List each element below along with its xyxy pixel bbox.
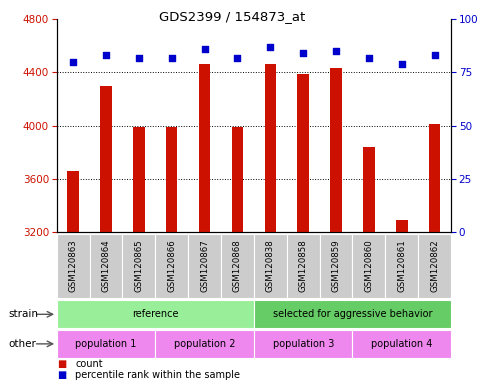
Bar [297, 74, 309, 384]
Bar [221, 234, 254, 298]
Bar [188, 234, 221, 298]
Point [398, 61, 406, 67]
Bar [57, 330, 155, 358]
Point [168, 55, 176, 61]
Text: GSM120864: GSM120864 [102, 240, 110, 292]
Point [365, 55, 373, 61]
Bar [319, 234, 352, 298]
Bar [199, 65, 211, 384]
Point [266, 44, 274, 50]
Text: selected for aggressive behavior: selected for aggressive behavior [273, 309, 432, 319]
Bar [133, 127, 144, 384]
Text: GSM120867: GSM120867 [200, 240, 209, 292]
Bar [57, 300, 254, 328]
Text: GSM120865: GSM120865 [135, 240, 143, 292]
Point [332, 48, 340, 54]
Text: reference: reference [132, 309, 178, 319]
Text: population 2: population 2 [174, 339, 235, 349]
Point [102, 52, 110, 58]
Text: GSM120868: GSM120868 [233, 240, 242, 292]
Bar [363, 147, 375, 384]
Text: GSM120862: GSM120862 [430, 240, 439, 292]
Text: other: other [9, 339, 37, 349]
Bar [122, 234, 155, 298]
Bar [254, 300, 451, 328]
Bar [90, 234, 122, 298]
Text: GSM120858: GSM120858 [299, 240, 308, 292]
Text: GSM120859: GSM120859 [332, 240, 341, 292]
Text: GSM120866: GSM120866 [167, 240, 176, 292]
Point [135, 55, 143, 61]
Bar [166, 127, 177, 384]
Text: GSM120838: GSM120838 [266, 240, 275, 292]
Bar [155, 330, 254, 358]
Text: GDS2399 / 154873_at: GDS2399 / 154873_at [159, 10, 305, 23]
Bar [386, 234, 418, 298]
Text: ■: ■ [57, 359, 66, 369]
Point [234, 55, 242, 61]
Bar [429, 124, 440, 384]
Point [69, 59, 77, 65]
Point [299, 50, 307, 56]
Bar [330, 68, 342, 384]
Bar [418, 234, 451, 298]
Text: strain: strain [9, 309, 39, 319]
Text: population 4: population 4 [371, 339, 432, 349]
Bar [232, 127, 243, 384]
Bar [68, 171, 79, 384]
Bar [396, 220, 408, 384]
Bar [254, 330, 352, 358]
Text: ■: ■ [57, 370, 66, 380]
Text: GSM120863: GSM120863 [69, 240, 77, 292]
Bar [265, 65, 276, 384]
Bar [352, 330, 451, 358]
Bar [352, 234, 386, 298]
Text: percentile rank within the sample: percentile rank within the sample [75, 370, 241, 380]
Bar [155, 234, 188, 298]
Bar [254, 234, 287, 298]
Point [201, 46, 209, 52]
Text: GSM120861: GSM120861 [397, 240, 406, 292]
Text: population 1: population 1 [75, 339, 137, 349]
Point [431, 52, 439, 58]
Bar [287, 234, 319, 298]
Text: population 3: population 3 [273, 339, 334, 349]
Text: GSM120860: GSM120860 [364, 240, 373, 292]
Bar [100, 86, 112, 384]
Text: count: count [75, 359, 103, 369]
Bar [57, 234, 90, 298]
